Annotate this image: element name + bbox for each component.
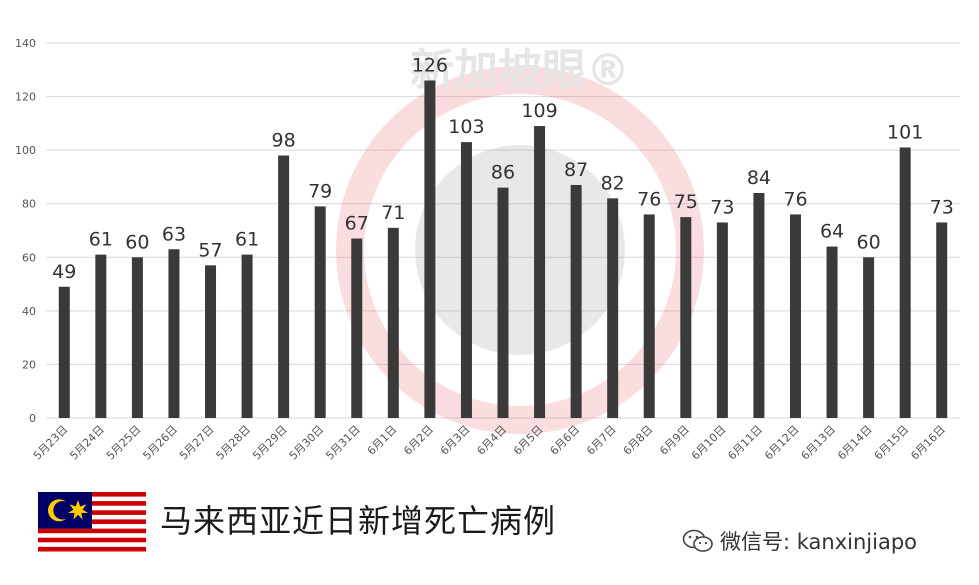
x-tick-label: 5月24日 [67,423,107,463]
bar [314,206,326,418]
watermark-text: 新加坡眼® [410,45,630,96]
data-label: 61 [89,229,113,251]
bar [936,222,948,418]
watermark-disc [415,145,625,355]
x-tick-label: 6月14日 [835,423,875,463]
bar [424,80,436,418]
bar [680,217,692,418]
bars [58,80,948,419]
x-tick-label: 6月11日 [725,423,765,463]
x-tick-label: 5月26日 [140,423,180,463]
data-label: 63 [162,223,186,245]
data-label: 60 [857,231,881,253]
bar [753,193,765,418]
y-tick-label: 40 [22,305,36,318]
y-tick-label: 60 [22,251,36,264]
bar [241,254,253,418]
x-tick-label: 5月23日 [31,423,71,463]
bar [789,214,801,418]
x-tick-label: 6月2日 [401,423,436,458]
data-label: 49 [52,261,76,283]
bar [570,184,582,418]
data-label: 84 [747,167,771,189]
data-label: 76 [783,188,807,210]
y-tick-label: 20 [22,358,36,371]
wechat-credit: 微信号: kanxinjiapo [682,526,917,556]
bar [460,142,472,418]
x-tick-label: 6月16日 [908,423,948,463]
bar [826,246,838,418]
x-tick-label: 6月1日 [365,423,400,458]
y-tick-label: 100 [15,144,36,157]
data-label: 61 [235,229,259,251]
data-label: 86 [491,162,515,184]
x-tick-label: 6月3日 [438,423,473,458]
x-tick-label: 5月27日 [177,423,217,463]
data-label: 98 [272,130,296,152]
data-label: 73 [710,196,734,218]
x-tick-label: 5月28日 [214,423,254,463]
chart-caption: 马来西亚近日新增死亡病例 [160,502,557,540]
bar [607,198,619,418]
x-tick-label: 5月30日 [287,423,327,463]
bar [95,254,107,418]
x-tick-label: 5月25日 [104,423,144,463]
bar-chart: 新加坡眼® 0 20 40 60 80 100 120 140 49 61 60 63 57 61 98 7… [15,37,960,463]
data-label: 75 [674,191,698,213]
data-labels: 49 61 60 63 57 61 98 79 67 71 126 103 86 109 87 82 76 75 7… [52,55,954,283]
bar [131,257,143,418]
bar [168,249,180,418]
bar [351,238,363,418]
data-label: 57 [198,239,222,261]
x-tick-label: 6月9日 [657,423,692,458]
data-label: 109 [521,100,557,122]
bar [387,227,399,418]
y-tick-label: 80 [22,198,36,211]
wechat-icon [682,529,713,552]
x-tick-label: 6月12日 [762,423,802,463]
bar [863,257,875,418]
x-tick-label: 5月31日 [323,423,363,463]
data-label: 71 [381,202,405,224]
x-tick-label: 6月15日 [872,423,912,463]
bar [643,214,655,418]
data-label: 76 [637,188,661,210]
watermark: 新加坡眼® [336,45,704,434]
credit-text: 微信号: kanxinjiapo [720,530,918,554]
bar [58,286,70,418]
malaysia-flag-icon [38,492,146,556]
bar [205,265,217,418]
data-label: 103 [448,116,484,138]
y-tick-label: 140 [15,37,36,50]
data-label: 101 [887,121,923,143]
data-label: 82 [601,172,625,194]
data-label: 60 [125,231,149,253]
bar [899,147,911,418]
data-label: 64 [820,221,844,243]
data-label: 79 [308,180,332,202]
y-tick-label: 0 [29,412,36,425]
x-tick-label: 6月8日 [621,423,656,458]
x-tick-label: 6月7日 [584,423,619,458]
bar [497,187,509,418]
y-axis-ticks: 0 20 40 60 80 100 120 140 [15,37,36,425]
x-tick-label: 6月10日 [689,423,729,463]
bar [534,126,546,419]
data-label: 67 [345,213,369,235]
x-tick-label: 6月13日 [799,423,839,463]
x-tick-label: 5月29日 [250,423,290,463]
bar [278,155,290,418]
bar [716,222,728,418]
y-tick-label: 120 [15,91,36,104]
data-label: 73 [930,196,954,218]
data-label: 126 [412,55,448,77]
data-label: 87 [564,159,588,181]
